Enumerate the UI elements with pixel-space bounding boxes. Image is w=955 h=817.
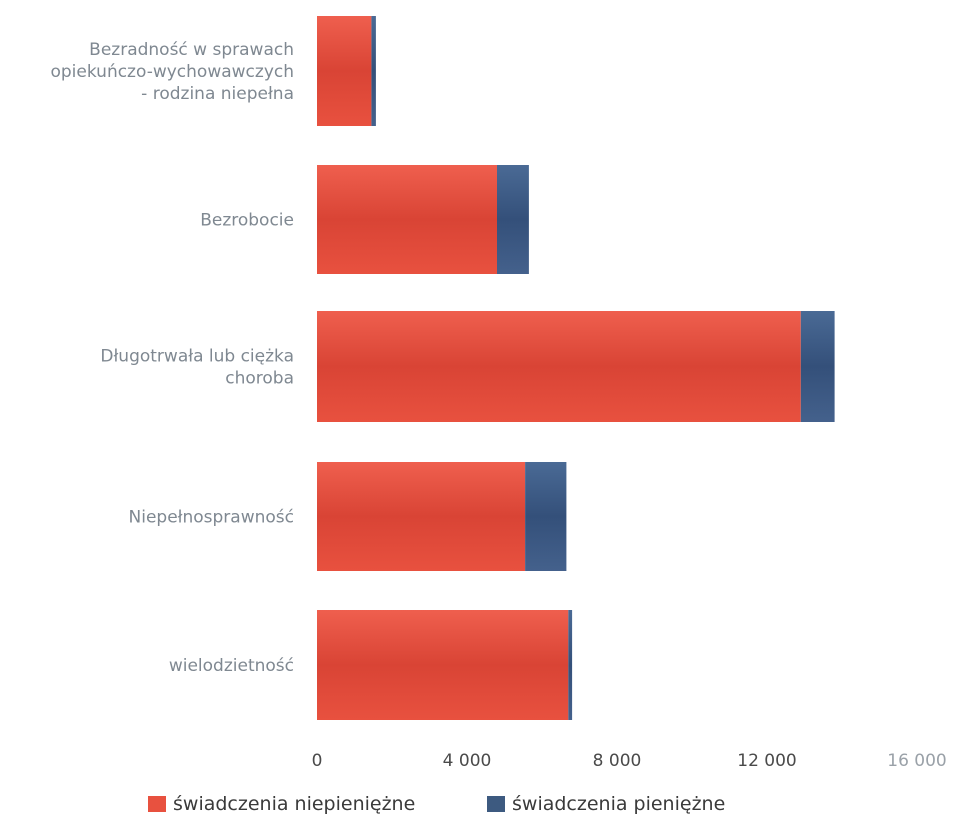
legend-swatch-0	[148, 796, 166, 812]
x-tick-label-3: 12 000	[737, 751, 796, 771]
bar-pieniezne-2	[800, 311, 835, 422]
bar-niepieniezne-0	[317, 16, 372, 126]
bar-pieniezne-0	[371, 16, 376, 126]
bar-pieniezne-4	[568, 610, 573, 720]
category-labels: Bezradność w sprawachopiekuńczo-wychowaw…	[50, 40, 294, 676]
x-tick-label-1: 4 000	[443, 751, 492, 771]
category-label-0-line-0: Bezradność w sprawach	[89, 40, 294, 60]
x-tick-label-2: 8 000	[593, 751, 642, 771]
legend-label-0: świadczenia niepieniężne	[173, 793, 415, 815]
legend: świadczenia niepieniężne świadczenia pien…	[148, 793, 725, 815]
bar-niepieniezne-3	[317, 462, 526, 571]
category-label-2-line-1: choroba	[225, 369, 294, 389]
category-label-2-line-0: Długotrwała lub ciężka	[100, 347, 294, 367]
bar-niepieniezne-2	[317, 311, 801, 422]
bar-niepieniezne-1	[317, 165, 497, 274]
category-label-0-line-1: opiekuńczo-wychowawczych	[50, 62, 294, 82]
category-label-4-line-0: wielodzietność	[169, 656, 294, 676]
x-axis-ticks: 0 4 000 8 000 12 000 16 000	[312, 751, 947, 771]
category-label-3-line-0: Niepełnosprawność	[129, 508, 295, 528]
x-tick-label-4: 16 000	[887, 751, 946, 771]
category-label-0-line-2: - rodzina niepełna	[141, 84, 294, 104]
legend-label-1: świadczenia pieniężne	[512, 793, 725, 815]
legend-swatch-1	[487, 796, 505, 812]
bar-pieniezne-3	[525, 462, 567, 571]
category-label-1-line-0: Bezrobocie	[200, 211, 294, 231]
bar-niepieniezne-4	[317, 610, 569, 720]
bar-pieniezne-1	[497, 165, 529, 274]
bars-group	[317, 16, 835, 720]
x-tick-label-0: 0	[312, 751, 323, 771]
